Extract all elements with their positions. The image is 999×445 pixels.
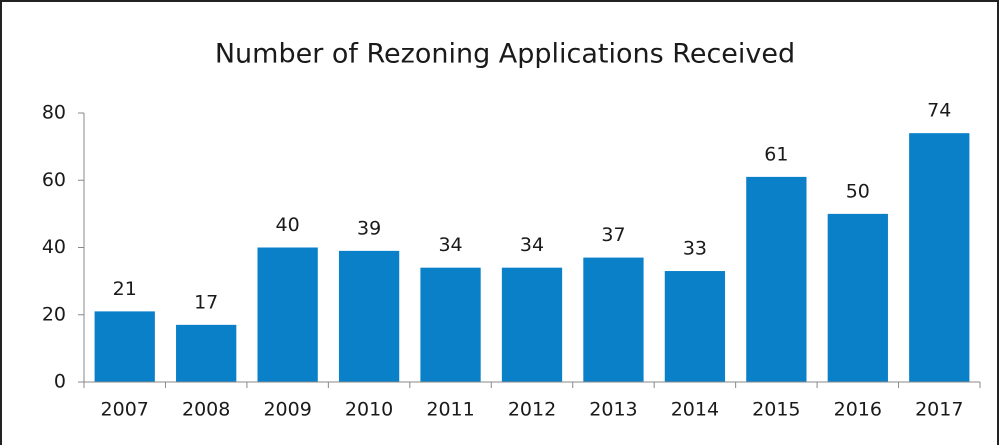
bar	[827, 213, 888, 382]
bar	[94, 311, 155, 382]
bar	[257, 247, 318, 382]
x-tick-label: 2009	[263, 399, 311, 421]
data-label: 21	[113, 278, 137, 300]
x-tick-label: 2017	[915, 399, 963, 421]
data-label: 39	[357, 217, 381, 239]
bar	[420, 267, 481, 382]
x-tick-label: 2016	[834, 399, 882, 421]
data-label: 34	[520, 234, 544, 256]
x-tick-label: 2007	[101, 399, 149, 421]
bar	[664, 271, 726, 382]
bar	[501, 267, 563, 382]
x-tick-label: 2011	[426, 399, 474, 421]
data-label: 33	[683, 238, 707, 260]
data-label: 40	[276, 214, 300, 236]
x-tick-label: 2012	[508, 399, 556, 421]
y-tick-label: 80	[42, 102, 66, 124]
y-tick-label: 0	[54, 371, 66, 393]
data-label: 34	[438, 234, 462, 256]
bar	[583, 257, 644, 382]
y-tick-label: 20	[42, 303, 66, 325]
x-tick-label: 2014	[671, 399, 719, 421]
bar	[746, 176, 807, 382]
y-tick-label: 40	[42, 236, 66, 258]
data-label: 61	[764, 143, 788, 165]
y-tick-label: 60	[42, 169, 66, 191]
x-tick-label: 2015	[752, 399, 800, 421]
bar	[338, 250, 400, 382]
bar	[909, 133, 970, 382]
data-label: 74	[927, 100, 951, 122]
x-tick-label: 2008	[182, 399, 230, 421]
data-label: 17	[194, 291, 218, 313]
x-tick-label: 2013	[589, 399, 637, 421]
data-label: 37	[601, 224, 625, 246]
x-tick-label: 2010	[345, 399, 393, 421]
bar	[176, 324, 237, 382]
data-label: 50	[846, 180, 870, 202]
chart-title: Number of Rezoning Applications Received	[215, 39, 795, 70]
